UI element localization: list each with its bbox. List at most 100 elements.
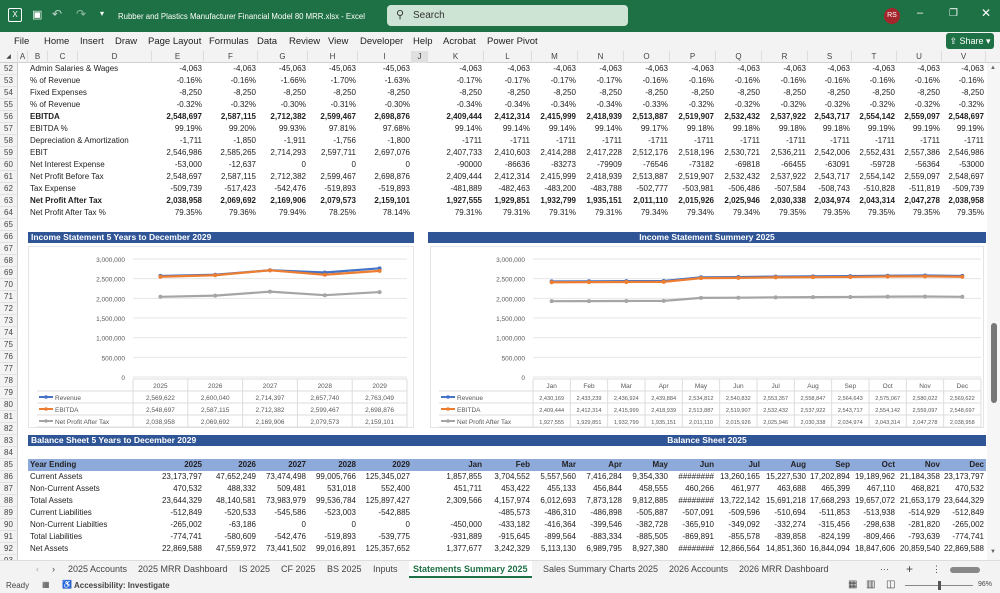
- ribbon-tab-view[interactable]: View: [328, 36, 349, 47]
- ribbon-tab-insert[interactable]: Insert: [80, 36, 104, 47]
- row-header[interactable]: 85: [0, 459, 18, 471]
- more-sheets-icon[interactable]: ···: [880, 564, 889, 574]
- column-header-F[interactable]: F: [204, 51, 258, 63]
- ribbon-tab-draw[interactable]: Draw: [115, 36, 138, 47]
- column-header-A[interactable]: A: [18, 51, 28, 63]
- row-header[interactable]: 78: [0, 375, 18, 387]
- select-all-corner[interactable]: ◢: [0, 51, 18, 63]
- column-header-T[interactable]: T: [852, 51, 897, 63]
- quick-access-dropdown-icon[interactable]: ▾: [100, 9, 105, 18]
- zoom-slider-thumb[interactable]: [937, 581, 941, 590]
- sheet-tab-statements-summary-2025[interactable]: Statements Summary 2025: [409, 561, 532, 578]
- row-header[interactable]: 62: [0, 183, 18, 195]
- column-header-Q[interactable]: Q: [716, 51, 762, 63]
- ribbon-tab-help[interactable]: Help: [413, 36, 433, 47]
- row-header[interactable]: 74: [0, 327, 18, 339]
- ribbon-tab-power-pivot[interactable]: Power Pivot: [487, 36, 538, 47]
- minimize-button[interactable]: –: [917, 7, 924, 19]
- row-header[interactable]: 64: [0, 207, 18, 219]
- ribbon-tab-acrobat[interactable]: Acrobat: [443, 36, 476, 47]
- column-header-P[interactable]: P: [670, 51, 716, 63]
- column-header-U[interactable]: U: [897, 51, 942, 63]
- ribbon-tab-page-layout[interactable]: Page Layout: [148, 36, 202, 47]
- sheet-tab-is-2025[interactable]: IS 2025: [239, 564, 271, 574]
- row-header[interactable]: 58: [0, 135, 18, 147]
- vertical-scrollbar[interactable]: ▲ ▼: [987, 63, 1000, 560]
- row-header[interactable]: 56: [0, 111, 18, 123]
- sheet-tab-2025-accounts[interactable]: 2025 Accounts: [68, 564, 128, 574]
- row-header[interactable]: 69: [0, 267, 18, 279]
- row-header[interactable]: 63: [0, 195, 18, 207]
- column-header-V[interactable]: V: [942, 51, 986, 63]
- row-header[interactable]: 89: [0, 507, 18, 519]
- row-header[interactable]: 70: [0, 279, 18, 291]
- save-icon[interactable]: ▣: [32, 9, 43, 21]
- accessibility-status[interactable]: Accessibility: Investigate: [74, 581, 170, 590]
- sheet-tab-bs-2025[interactable]: BS 2025: [327, 564, 362, 574]
- zoom-level[interactable]: 96%: [978, 581, 993, 588]
- row-header[interactable]: 83: [0, 435, 18, 447]
- column-header-K[interactable]: K: [428, 51, 484, 63]
- row-header[interactable]: 57: [0, 123, 18, 135]
- row-header[interactable]: 86: [0, 471, 18, 483]
- row-header[interactable]: 81: [0, 411, 18, 423]
- search-box[interactable]: ⚲ Search: [387, 5, 628, 26]
- row-header[interactable]: 79: [0, 387, 18, 399]
- column-header-C[interactable]: C: [48, 51, 78, 63]
- sheet-tab-2026-mrr-dashboard[interactable]: 2026 MRR Dashboard: [739, 564, 829, 574]
- column-header-H[interactable]: H: [308, 51, 358, 63]
- redo-icon[interactable]: ↷: [76, 7, 87, 21]
- sheet-tab-sales-summary-charts-2025[interactable]: Sales Summary Charts 2025: [543, 564, 659, 574]
- sheet-tab-cf-2025[interactable]: CF 2025: [281, 564, 316, 574]
- row-header[interactable]: 80: [0, 399, 18, 411]
- page-layout-view-icon[interactable]: ▥: [866, 579, 876, 590]
- column-header-E[interactable]: E: [152, 51, 204, 63]
- row-header[interactable]: 54: [0, 87, 18, 99]
- row-header[interactable]: 67: [0, 243, 18, 255]
- options-icon[interactable]: ⋮: [932, 564, 941, 574]
- row-header[interactable]: 88: [0, 495, 18, 507]
- sheet-tab-inputs[interactable]: Inputs: [373, 564, 398, 574]
- scroll-down-icon[interactable]: ▼: [990, 549, 996, 555]
- row-header[interactable]: 66: [0, 231, 18, 243]
- close-button[interactable]: ✕: [981, 6, 992, 20]
- column-header-D[interactable]: D: [78, 51, 152, 63]
- page-break-view-icon[interactable]: ◫: [886, 579, 896, 590]
- column-header-L[interactable]: L: [484, 51, 532, 63]
- row-header[interactable]: 91: [0, 531, 18, 543]
- sheet-tab-2025-mrr-dashboard[interactable]: 2025 MRR Dashboard: [138, 564, 228, 574]
- row-header[interactable]: 90: [0, 519, 18, 531]
- row-header[interactable]: 72: [0, 303, 18, 315]
- restore-button[interactable]: ❐: [949, 8, 958, 19]
- ribbon-tab-file[interactable]: File: [14, 36, 30, 47]
- row-header[interactable]: 75: [0, 339, 18, 351]
- row-header[interactable]: 76: [0, 351, 18, 363]
- column-header-M[interactable]: M: [532, 51, 578, 63]
- row-header[interactable]: 92: [0, 543, 18, 555]
- row-header[interactable]: 65: [0, 219, 18, 231]
- row-header[interactable]: 60: [0, 159, 18, 171]
- column-header-I[interactable]: I: [358, 51, 412, 63]
- row-header[interactable]: 53: [0, 75, 18, 87]
- scroll-up-icon[interactable]: ▲: [990, 65, 996, 71]
- add-sheet-icon[interactable]: +: [906, 562, 914, 576]
- row-header[interactable]: 77: [0, 363, 18, 375]
- column-header-O[interactable]: O: [624, 51, 670, 63]
- normal-view-icon[interactable]: ▦: [848, 579, 858, 590]
- ribbon-tab-home[interactable]: Home: [44, 36, 70, 47]
- sheet-tab-2026-accounts[interactable]: 2026 Accounts: [669, 564, 729, 574]
- column-header-N[interactable]: N: [578, 51, 624, 63]
- row-header[interactable]: 68: [0, 255, 18, 267]
- column-header-J[interactable]: J: [412, 51, 428, 63]
- ribbon-tab-developer[interactable]: Developer: [360, 36, 404, 47]
- undo-icon[interactable]: ↶: [52, 7, 63, 21]
- ribbon-tab-review[interactable]: Review: [289, 36, 321, 47]
- ribbon-tab-formulas[interactable]: Formulas: [209, 36, 249, 47]
- row-header[interactable]: 55: [0, 99, 18, 111]
- row-header[interactable]: 71: [0, 291, 18, 303]
- row-header[interactable]: 84: [0, 447, 18, 459]
- next-sheet-icon[interactable]: ›: [52, 564, 55, 574]
- share-button[interactable]: ⇪ Share ▾: [946, 33, 994, 49]
- column-header-B[interactable]: B: [28, 51, 48, 63]
- horizontal-scrollbar[interactable]: [950, 567, 980, 573]
